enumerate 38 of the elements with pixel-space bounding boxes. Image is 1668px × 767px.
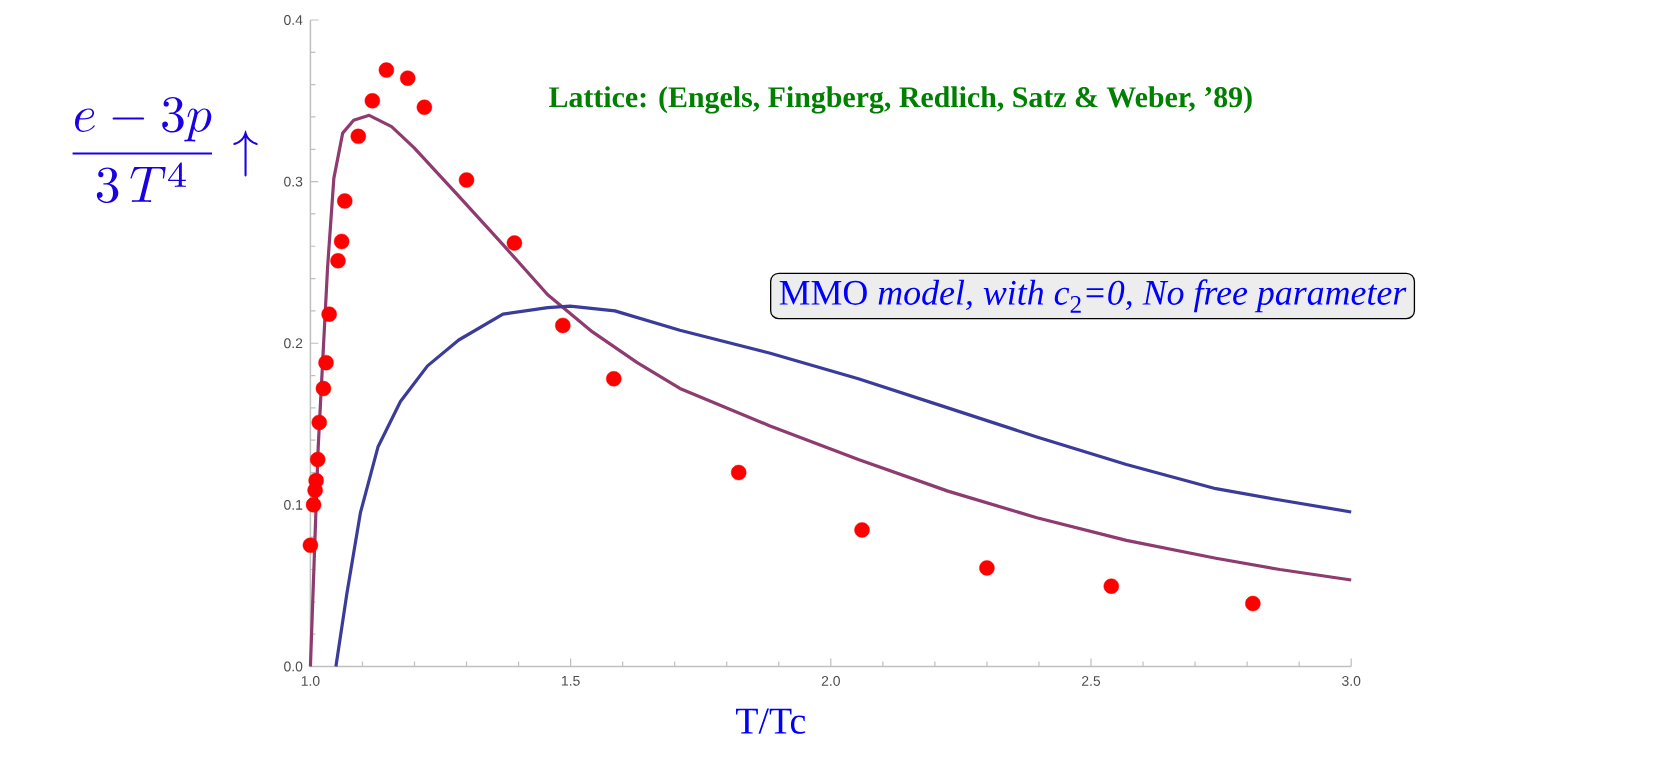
point xyxy=(731,464,747,481)
x-tick-label: 3.0 xyxy=(1342,675,1361,686)
point xyxy=(506,235,523,251)
point xyxy=(378,62,395,78)
point xyxy=(315,380,332,397)
point xyxy=(364,93,381,109)
point xyxy=(854,522,870,538)
point xyxy=(311,414,327,431)
annotation: MMO model, with c$_{2}$=0, No free parameter xyxy=(779,279,1407,313)
point xyxy=(555,317,571,334)
x-tick-label: 2.5 xyxy=(1082,675,1101,686)
point xyxy=(321,306,337,322)
point xyxy=(350,128,366,145)
point xyxy=(416,99,433,115)
point xyxy=(1103,578,1119,594)
y-tick-label: 0.1 xyxy=(284,499,303,510)
point xyxy=(400,70,416,86)
point xyxy=(458,172,475,188)
x-tick-label: 2.0 xyxy=(821,675,840,686)
point xyxy=(979,560,995,576)
y-tick-label: 0.3 xyxy=(284,176,303,187)
point xyxy=(333,233,350,250)
x-tick-label: 1.5 xyxy=(561,676,580,686)
point xyxy=(302,537,319,553)
y-tick-label: 0.4 xyxy=(284,15,303,25)
x-axis-title: T/Tc xyxy=(736,708,806,734)
annotation: Lattice: (Engels, Fingberg, Redlich, Satz & Weber, ’89) xyxy=(549,86,1252,114)
point xyxy=(1245,595,1261,612)
point xyxy=(318,354,334,371)
y-tick-label: 0.0 xyxy=(284,661,303,672)
point xyxy=(337,193,353,209)
point xyxy=(305,497,322,513)
point xyxy=(310,451,326,468)
x-tick-label: 1.0 xyxy=(301,675,320,686)
y-tick-label: 0.2 xyxy=(284,338,303,349)
point xyxy=(606,371,622,387)
y-axis-title: $\frac{e-3p}{3\,T^{4}}\uparrow$ xyxy=(72,96,258,204)
point xyxy=(330,253,346,269)
